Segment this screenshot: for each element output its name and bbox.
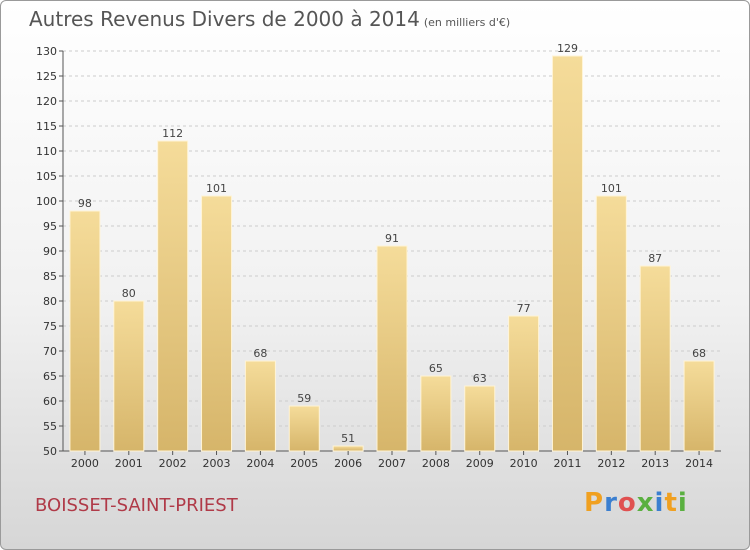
y-tick-label: 50 [43, 445, 57, 458]
bar-value-label: 80 [122, 287, 136, 300]
x-tick-label: 2005 [290, 457, 318, 470]
bar-2001 [113, 300, 145, 452]
city-name: BOISSET-SAINT-PRIEST [35, 495, 238, 516]
bar-value-label: 77 [517, 302, 531, 315]
bar-2013 [639, 265, 671, 452]
bar-2002 [157, 140, 189, 452]
chart-unit: (en milliers d'€) [423, 16, 511, 29]
bar-value-label: 87 [648, 252, 662, 265]
y-tick-label: 60 [43, 395, 57, 408]
bar-value-label: 59 [297, 392, 311, 405]
logo-letter: i [677, 488, 688, 518]
y-tick-label: 55 [43, 420, 57, 433]
y-tick-label: 95 [43, 220, 57, 233]
y-tick-label: 115 [36, 120, 57, 133]
bar-2008 [420, 375, 452, 452]
y-tick-label: 105 [36, 170, 57, 183]
y-tick-label: 130 [36, 45, 57, 58]
y-tick-label: 110 [36, 145, 57, 158]
chart-title-text: Autres Revenus Divers de 2000 à 2014 [29, 7, 420, 31]
bar-2010 [508, 315, 540, 452]
y-tick-label: 80 [43, 295, 57, 308]
x-tick-label: 2006 [334, 457, 362, 470]
bar-2011 [551, 55, 583, 452]
bar-value-label: 51 [341, 432, 355, 445]
bar-2003 [201, 195, 233, 452]
y-tick-label: 125 [36, 70, 57, 83]
x-tick-label: 2007 [378, 457, 406, 470]
x-tick-label: 2009 [466, 457, 494, 470]
x-tick-label: 2012 [597, 457, 625, 470]
y-tick-label: 65 [43, 370, 57, 383]
bar-2012 [595, 195, 627, 452]
bar-value-label: 101 [601, 182, 622, 195]
y-tick-label: 75 [43, 320, 57, 333]
x-tick-label: 2000 [71, 457, 99, 470]
bar-value-label: 129 [557, 42, 578, 55]
bar-2006 [332, 445, 364, 452]
bar-value-label: 68 [692, 347, 706, 360]
x-tick-label: 2008 [422, 457, 450, 470]
bar-2000 [69, 210, 101, 452]
bar-2014 [683, 360, 715, 452]
bar-2007 [376, 245, 408, 452]
chart-title: Autres Revenus Divers de 2000 à 2014 (en … [29, 7, 510, 31]
y-tick-label: 70 [43, 345, 57, 358]
y-tick-label: 90 [43, 245, 57, 258]
x-tick-label: 2002 [159, 457, 187, 470]
y-tick-label: 120 [36, 95, 57, 108]
x-tick-label: 2001 [115, 457, 143, 470]
y-tick-label: 85 [43, 270, 57, 283]
bar-value-label: 98 [78, 197, 92, 210]
x-tick-label: 2010 [510, 457, 538, 470]
bar-value-label: 101 [206, 182, 227, 195]
logo-letter: t [664, 488, 678, 518]
x-tick-label: 2013 [641, 457, 669, 470]
bar-2004 [244, 360, 276, 452]
logo-letter: r [604, 488, 618, 518]
bar-2009 [464, 385, 496, 452]
logo-letter: x [636, 488, 655, 518]
logo-letter: i [654, 488, 665, 518]
bar-value-label: 63 [473, 372, 487, 385]
proxiti-logo: Proxiti [584, 488, 688, 518]
bar-value-label: 65 [429, 362, 443, 375]
logo-letter: o [617, 488, 637, 518]
x-tick-label: 2011 [553, 457, 581, 470]
bar-value-label: 112 [162, 127, 183, 140]
x-tick-label: 2014 [685, 457, 713, 470]
x-tick-label: 2003 [203, 457, 231, 470]
y-tick-label: 100 [36, 195, 57, 208]
bar-2005 [288, 405, 320, 452]
logo-letter: P [584, 488, 605, 518]
x-tick-label: 2004 [246, 457, 274, 470]
bar-value-label: 68 [253, 347, 267, 360]
bar-value-label: 91 [385, 232, 399, 245]
